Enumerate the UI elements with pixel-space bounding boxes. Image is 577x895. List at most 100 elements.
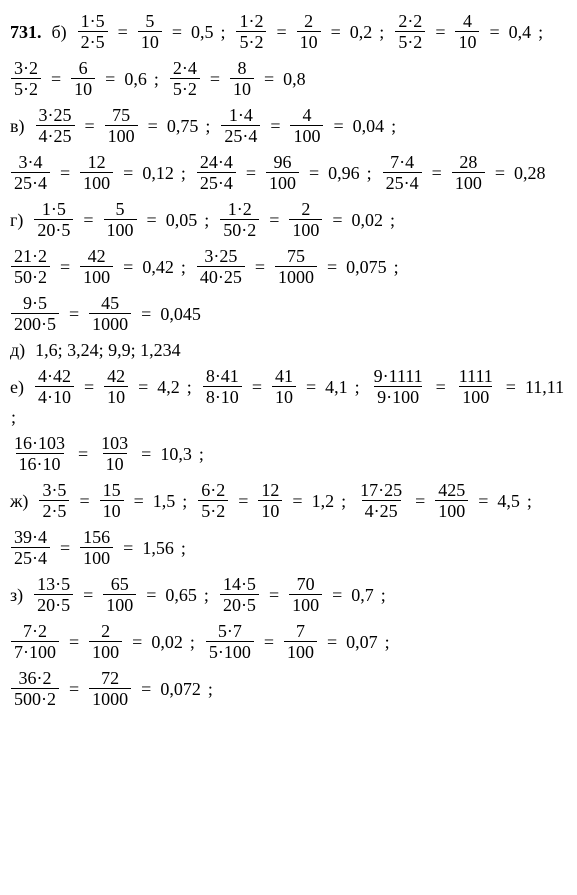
numerator: 2 xyxy=(301,12,316,31)
equals-sign: = xyxy=(143,586,159,604)
decimal-result: 0,4 xyxy=(509,23,532,41)
decimal-result: 1,2 xyxy=(312,492,335,510)
equals-sign: = xyxy=(169,23,185,41)
fraction: 721000 xyxy=(89,669,131,708)
equals-sign: = xyxy=(138,305,154,323)
separator: ; xyxy=(198,445,208,463)
equals-sign: = xyxy=(82,117,98,135)
denominator: 100 xyxy=(105,125,138,145)
numerator: 1·4 xyxy=(226,106,256,125)
fraction: 9·11119·100 xyxy=(371,367,426,406)
fraction: 7·425·4 xyxy=(383,153,422,192)
fraction: 28100 xyxy=(452,153,485,192)
equals-sign: = xyxy=(266,586,282,604)
fraction: 610 xyxy=(71,59,95,98)
equals-sign: = xyxy=(207,70,223,88)
equation-row: в)3·254·25=75100=0,75;1·425·4=4100=0,04; xyxy=(10,106,567,145)
numerator: 7·2 xyxy=(20,622,50,641)
equals-sign: = xyxy=(492,164,508,182)
separator: ; xyxy=(189,633,199,651)
subpart-label: б) xyxy=(52,23,67,41)
fraction: 21·250·2 xyxy=(11,247,50,286)
fraction: 1·425·4 xyxy=(221,106,260,145)
fraction: 2·25·2 xyxy=(395,12,425,51)
fraction: 1111100 xyxy=(456,367,496,406)
equals-sign: = xyxy=(329,211,345,229)
denominator: 100 xyxy=(459,386,492,406)
equals-sign: = xyxy=(81,378,97,396)
separator: ; xyxy=(203,211,213,229)
numerator: 6 xyxy=(76,59,91,78)
separator: ; xyxy=(203,586,213,604)
equals-sign: = xyxy=(324,633,340,651)
numerator: 70 xyxy=(294,575,318,594)
numerator: 28 xyxy=(456,153,480,172)
numerator: 39·4 xyxy=(11,528,50,547)
numerator: 9·5 xyxy=(20,294,50,313)
denominator: 4·25 xyxy=(362,500,401,520)
separator: ; xyxy=(180,539,190,557)
fraction: 451000 xyxy=(89,294,131,333)
fraction: 510 xyxy=(138,12,162,51)
numerator: 45 xyxy=(98,294,122,313)
denominator: 50·2 xyxy=(11,266,50,286)
equals-sign: = xyxy=(328,23,344,41)
equals-sign: = xyxy=(289,492,305,510)
numerator: 2 xyxy=(298,200,313,219)
fraction: 16·10316·10 xyxy=(11,434,68,473)
numerator: 6·2 xyxy=(198,481,228,500)
subpart-label: г) xyxy=(10,211,23,229)
fraction: 70100 xyxy=(289,575,322,614)
fraction: 7·27·100 xyxy=(11,622,59,661)
fraction: 1·52·5 xyxy=(78,12,108,51)
equals-sign: = xyxy=(235,492,251,510)
fraction: 4·424·10 xyxy=(35,367,74,406)
solution-body: 731.б)1·52·5=510=0,5;1·25·2=210=0,2;2·25… xyxy=(10,12,567,708)
decimal-result: 0,02 xyxy=(151,633,183,651)
denominator: 16·10 xyxy=(16,453,64,473)
numerator: 41 xyxy=(272,367,296,386)
decimal-result: 0,02 xyxy=(352,211,384,229)
fraction: 156100 xyxy=(80,528,113,567)
plain-values: 1,6; 3,24; 9,9; 1,234 xyxy=(35,341,181,359)
fraction: 425100 xyxy=(435,481,468,520)
denominator: 10 xyxy=(455,31,479,51)
equation-row: 731.б)1·52·5=510=0,5;1·25·2=210=0,2;2·25… xyxy=(10,12,567,51)
fraction: 7100 xyxy=(284,622,317,661)
fraction: 3·425·4 xyxy=(11,153,50,192)
equals-sign: = xyxy=(266,211,282,229)
fraction: 65100 xyxy=(103,575,136,614)
denominator: 5·2 xyxy=(11,78,41,98)
fraction: 42100 xyxy=(80,247,113,286)
equals-sign: = xyxy=(102,70,118,88)
equation-row: 39·425·4=156100=1,56; xyxy=(10,528,567,567)
decimal-result: 0,5 xyxy=(191,23,214,41)
denominator: 10 xyxy=(230,78,254,98)
equation-row: 9·5200·5=451000=0,045 xyxy=(10,294,567,333)
equals-sign: = xyxy=(145,117,161,135)
numerator: 5·7 xyxy=(215,622,245,641)
numerator: 12 xyxy=(85,153,109,172)
equals-sign: = xyxy=(503,378,519,396)
numerator: 1·2 xyxy=(225,200,255,219)
separator: ; xyxy=(10,408,20,426)
equals-sign: = xyxy=(76,492,92,510)
denominator: 9·100 xyxy=(374,386,422,406)
decimal-result: 4,1 xyxy=(325,378,348,396)
decimal-result: 0,42 xyxy=(142,258,174,276)
decimal-result: 0,04 xyxy=(353,117,385,135)
equals-sign: = xyxy=(120,258,136,276)
denominator: 20·5 xyxy=(220,594,259,614)
denominator: 5·2 xyxy=(170,78,200,98)
separator: ; xyxy=(366,164,376,182)
denominator: 20·5 xyxy=(34,594,73,614)
separator: ; xyxy=(378,23,388,41)
numerator: 1111 xyxy=(456,367,496,386)
denominator: 10 xyxy=(138,31,162,51)
decimal-result: 10,3 xyxy=(160,445,192,463)
denominator: 100 xyxy=(290,125,323,145)
equals-sign: = xyxy=(57,164,73,182)
equation-row: 7·27·100=2100=0,02;5·75·100=7100=0,07; xyxy=(10,622,567,661)
denominator: 40·25 xyxy=(197,266,245,286)
denominator: 2·5 xyxy=(78,31,108,51)
